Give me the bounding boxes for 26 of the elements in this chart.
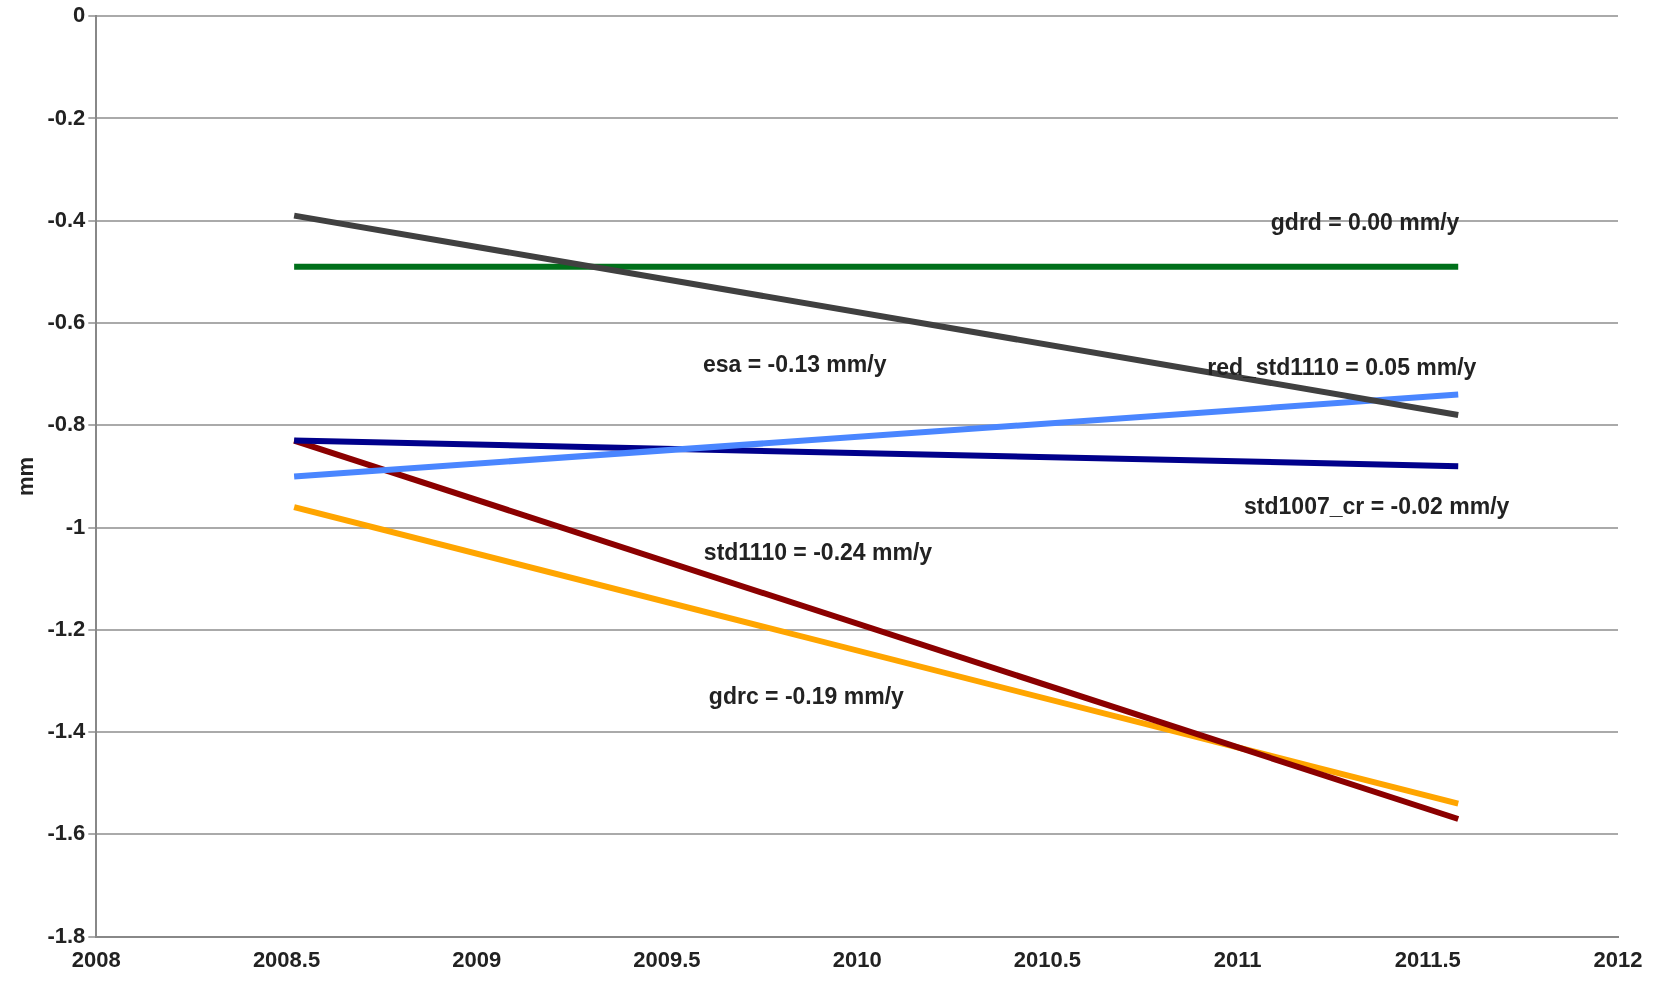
x-tick-label: 2009 [452, 946, 502, 972]
y-tick-label: -0.2 [47, 104, 86, 130]
series-label: std1007_cr = -0.02 mm/y [1244, 492, 1510, 519]
x-tick-label: 2009.5 [633, 946, 701, 972]
x-tick-label: 2011.5 [1394, 946, 1461, 972]
series-label: gdrc = -0.19 mm/y [708, 682, 905, 709]
y-tick-label: -0.4 [47, 206, 87, 232]
x-tick-label: 2008.5 [252, 946, 321, 972]
series-label: gdrd = 0.00 mm/y [1270, 209, 1460, 236]
y-tick-label: -0.6 [47, 309, 86, 335]
x-tick-label: 2011 [1213, 946, 1262, 972]
x-tick-label: 2008 [71, 946, 121, 972]
x-tick-label: 2012 [1593, 946, 1643, 972]
x-tick-label: 2010 [832, 946, 882, 972]
series-label: std1110 = -0.24 mm/y [703, 539, 933, 566]
y-tick-label: -1.2 [47, 615, 86, 641]
y-tick-label: -1.6 [47, 820, 86, 846]
y-tick-label: -0.8 [47, 411, 86, 437]
y-tick-label: -1 [65, 513, 86, 539]
x-tick-label: 2010.5 [1013, 946, 1082, 972]
series-label: red_std1110 = 0.05 mm/y [1207, 354, 1477, 381]
series-label: esa = -0.13 mm/y [702, 350, 887, 377]
y-axis-title: mm [13, 456, 39, 496]
y-tick-label: 0 [73, 2, 86, 28]
y-tick-label: -1.4 [47, 718, 87, 744]
y-tick-label: -1.8 [47, 922, 86, 948]
